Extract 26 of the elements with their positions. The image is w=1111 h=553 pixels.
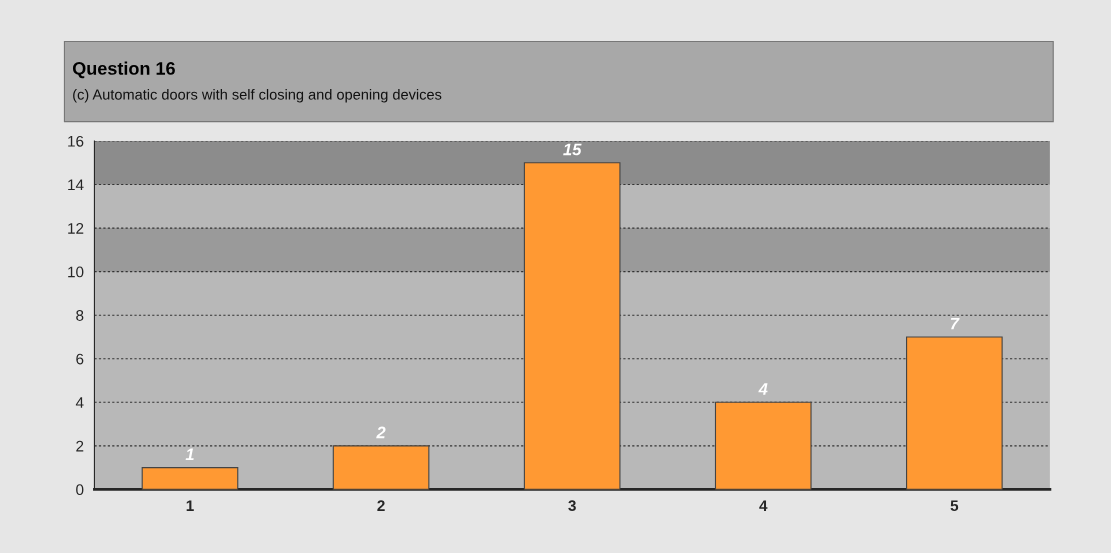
data-label: 4 (758, 383, 768, 395)
bar (523, 162, 621, 490)
bar (141, 467, 239, 490)
x-tick-label: 2 (377, 500, 385, 511)
data-label: 15 (563, 143, 582, 156)
y-tick-label: 0 (76, 484, 84, 496)
y-tick-label: 6 (76, 353, 84, 365)
y-tick-label: 2 (76, 440, 84, 452)
data-label: 2 (376, 426, 386, 439)
bar (906, 336, 1003, 490)
bar (332, 445, 430, 490)
data-label: 1 (185, 448, 194, 461)
y-tick-label: 16 (68, 135, 84, 147)
x-tick-label: 3 (568, 500, 576, 512)
chart-subtitle: (c) Automatic doors with self closing and opening devices (73, 88, 442, 103)
x-tick-label: 4 (759, 500, 768, 511)
y-tick-label: 10 (68, 266, 84, 278)
data-label: 7 (950, 317, 960, 330)
chart-title: Question 16 (72, 61, 175, 79)
y-tick-label: 4 (75, 397, 84, 408)
x-tick-label: 5 (950, 500, 959, 512)
y-tick-label: 12 (68, 222, 84, 234)
bar (714, 401, 812, 490)
y-tick-label: 14 (68, 179, 84, 191)
x-tick-label: 1 (186, 500, 194, 511)
y-tick-label: 8 (76, 310, 84, 321)
